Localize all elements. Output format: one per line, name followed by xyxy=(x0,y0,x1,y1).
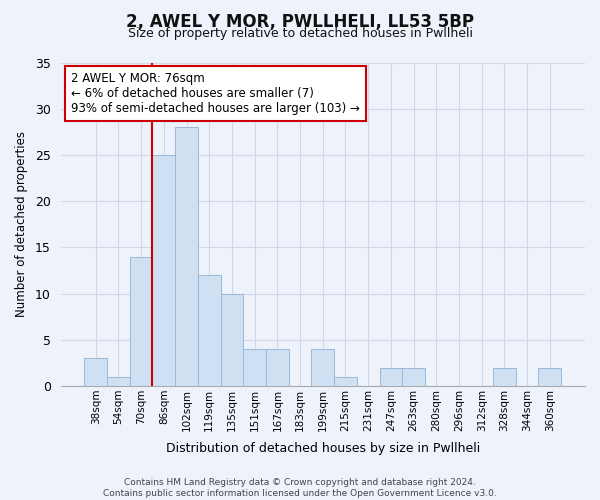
Bar xyxy=(175,127,198,386)
Bar xyxy=(402,368,425,386)
Bar xyxy=(380,368,402,386)
Text: Contains HM Land Registry data © Crown copyright and database right 2024.
Contai: Contains HM Land Registry data © Crown c… xyxy=(103,478,497,498)
Bar xyxy=(198,275,221,386)
Bar xyxy=(85,358,107,386)
Text: Size of property relative to detached houses in Pwllheli: Size of property relative to detached ho… xyxy=(128,28,473,40)
Bar xyxy=(266,349,289,386)
X-axis label: Distribution of detached houses by size in Pwllheli: Distribution of detached houses by size … xyxy=(166,442,480,455)
Bar xyxy=(311,349,334,386)
Bar xyxy=(493,368,516,386)
Text: 2 AWEL Y MOR: 76sqm
← 6% of detached houses are smaller (7)
93% of semi-detached: 2 AWEL Y MOR: 76sqm ← 6% of detached hou… xyxy=(71,72,360,115)
Bar xyxy=(107,376,130,386)
Bar xyxy=(334,376,357,386)
Bar xyxy=(538,368,561,386)
Bar xyxy=(244,349,266,386)
Text: 2, AWEL Y MOR, PWLLHELI, LL53 5BP: 2, AWEL Y MOR, PWLLHELI, LL53 5BP xyxy=(126,12,474,30)
Bar xyxy=(152,155,175,386)
Y-axis label: Number of detached properties: Number of detached properties xyxy=(15,131,28,317)
Bar xyxy=(130,256,152,386)
Bar xyxy=(221,294,244,386)
